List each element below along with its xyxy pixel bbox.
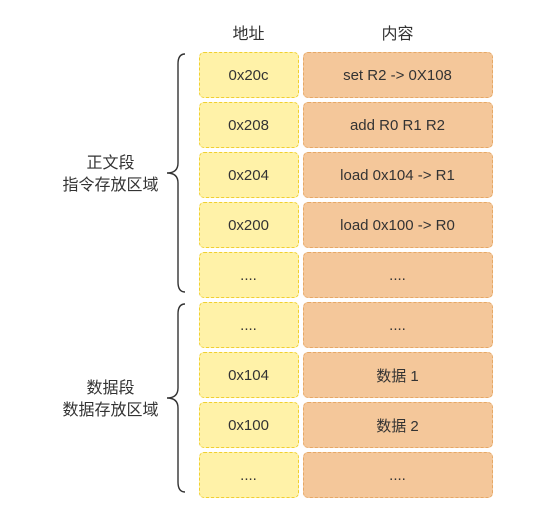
section-label-text-1: 数据段数据存放区域 bbox=[62, 378, 158, 423]
address-cell: .... bbox=[199, 452, 299, 498]
table-body: 0x20c0x2080x2040x200........0x1040x100..… bbox=[197, 50, 495, 500]
content-cell: 数据 1 bbox=[303, 352, 493, 398]
address-column: 0x20c0x2080x2040x200........0x1040x100..… bbox=[197, 50, 301, 500]
address-cell: .... bbox=[199, 252, 299, 298]
content-cell: .... bbox=[303, 252, 493, 298]
brace-icon bbox=[163, 52, 189, 299]
content-cell: load 0x104 -> R1 bbox=[303, 152, 493, 198]
address-cell: 0x204 bbox=[199, 152, 299, 198]
content-cell: load 0x100 -> R0 bbox=[303, 202, 493, 248]
table-column: 地址 内容 0x20c0x2080x2040x200........0x1040… bbox=[197, 20, 495, 500]
table-headers: 地址 内容 bbox=[197, 20, 495, 50]
brace-icon bbox=[163, 302, 189, 499]
section-label-line1: 正文段 bbox=[62, 153, 158, 175]
content-cell: 数据 2 bbox=[303, 402, 493, 448]
section-label-line2: 数据存放区域 bbox=[62, 400, 158, 422]
content-column: set R2 -> 0X108add R0 R1 R2load 0x104 ->… bbox=[301, 50, 495, 500]
address-cell: 0x208 bbox=[199, 102, 299, 148]
address-cell: 0x100 bbox=[199, 402, 299, 448]
address-cell: 0x20c bbox=[199, 52, 299, 98]
memory-layout-diagram: 正文段指令存放区域 数据段数据存放区域 地址 内容 0x20c0x2080x20… bbox=[62, 20, 494, 500]
section-labels-column: 正文段指令存放区域 数据段数据存放区域 bbox=[62, 20, 196, 500]
section-label-line1: 数据段 bbox=[62, 378, 158, 400]
content-cell: add R0 R1 R2 bbox=[303, 102, 493, 148]
content-cell: .... bbox=[303, 452, 493, 498]
section-label-line2: 指令存放区域 bbox=[62, 175, 158, 197]
section-label-text-0: 正文段指令存放区域 bbox=[62, 153, 158, 198]
header-address: 地址 bbox=[197, 20, 301, 50]
address-cell: 0x200 bbox=[199, 202, 299, 248]
address-cell: .... bbox=[199, 302, 299, 348]
header-content: 内容 bbox=[301, 20, 495, 50]
content-cell: .... bbox=[303, 302, 493, 348]
section-label-1: 数据段数据存放区域 bbox=[62, 300, 196, 500]
content-cell: set R2 -> 0X108 bbox=[303, 52, 493, 98]
section-label-0: 正文段指令存放区域 bbox=[62, 50, 196, 300]
address-cell: 0x104 bbox=[199, 352, 299, 398]
